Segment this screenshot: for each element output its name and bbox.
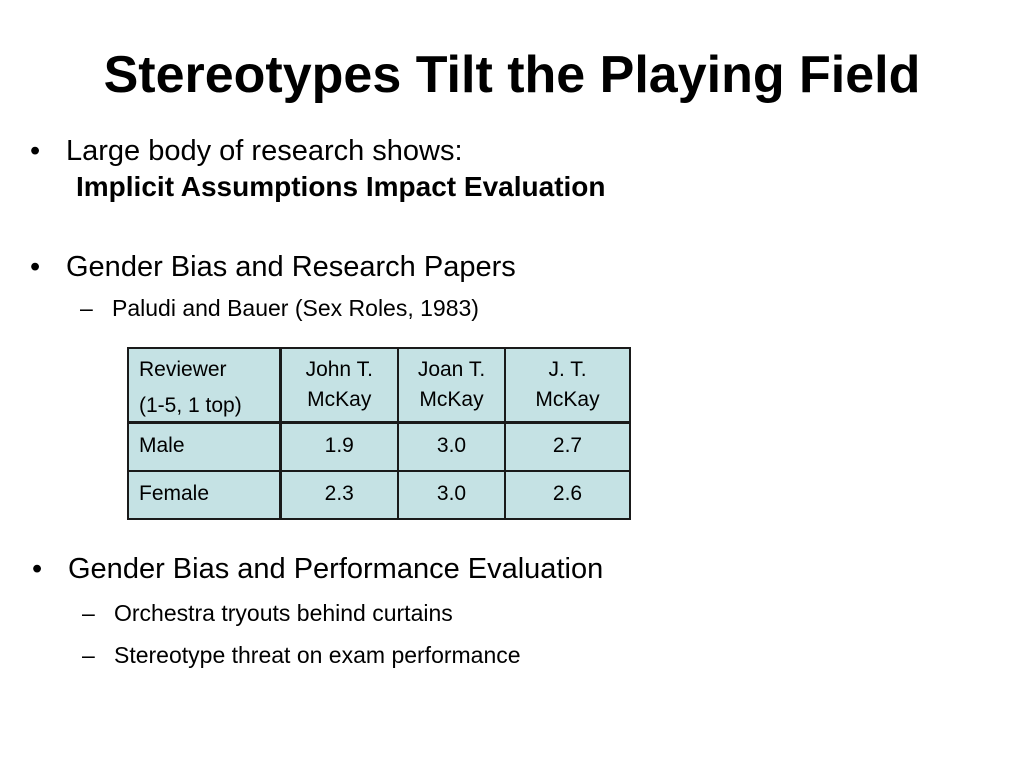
header-john-line1: John T. — [305, 358, 373, 381]
table-header-row: Reviewer (1-5, 1 top) John T. McKay Joan… — [127, 347, 631, 424]
bullet-performance-text: Gender Bias and Performance Evaluation — [68, 553, 604, 585]
header-scale-label: (1-5, 1 top) — [139, 394, 242, 417]
sub-bullet-dash: – — [82, 642, 95, 668]
table-row: Male 1.9 3.0 2.7 — [127, 421, 631, 472]
header-jt-line1: J. T. — [548, 358, 587, 381]
bullet-research-emphasis: Implicit Assumptions Impact Evaluation — [76, 171, 606, 202]
sub-bullet-dash: – — [82, 600, 95, 626]
bullet-dot: • — [32, 553, 43, 585]
table-cell: 2.6 — [504, 469, 631, 520]
bullet-dot: • — [30, 251, 41, 283]
header-reviewer-label: Reviewer — [139, 358, 227, 381]
sub-bullet-orchestra-text: Orchestra tryouts behind curtains — [114, 600, 453, 626]
header-joan-line1: Joan T. — [417, 358, 486, 381]
header-john-line2: McKay — [307, 388, 372, 411]
table-cell: 2.3 — [279, 469, 399, 520]
slide-title: Stereotypes Tilt the Playing Field — [103, 46, 921, 104]
header-jt-cell: J. T. McKay — [504, 347, 631, 424]
table-cell: 3.0 — [397, 469, 506, 520]
evaluation-table: Reviewer (1-5, 1 top) John T. McKay Joan… — [127, 347, 631, 520]
header-joan-line2: McKay — [419, 388, 484, 411]
bullet-research-text: Large body of research shows: — [66, 135, 463, 167]
header-reviewer-cell: Reviewer (1-5, 1 top) — [127, 347, 282, 424]
table-cell: 3.0 — [397, 421, 506, 472]
sub-bullet-paludi-text: Paludi and Bauer (Sex Roles, 1983) — [112, 295, 479, 321]
row-label-female: Female — [127, 469, 282, 520]
table-row: Female 2.3 3.0 2.6 — [127, 469, 631, 520]
header-joan-cell: Joan T. McKay — [397, 347, 506, 424]
table-cell: 2.7 — [504, 421, 631, 472]
table-cell: 1.9 — [279, 421, 399, 472]
bullet-research-papers-text: Gender Bias and Research Papers — [66, 251, 516, 283]
row-label-male: Male — [127, 421, 282, 472]
header-jt-line2: McKay — [535, 388, 600, 411]
header-john-cell: John T. McKay — [279, 347, 399, 424]
bullet-dot: • — [30, 135, 41, 167]
sub-bullet-dash: – — [80, 295, 93, 321]
sub-bullet-stereotype-text: Stereotype threat on exam performance — [114, 642, 521, 668]
